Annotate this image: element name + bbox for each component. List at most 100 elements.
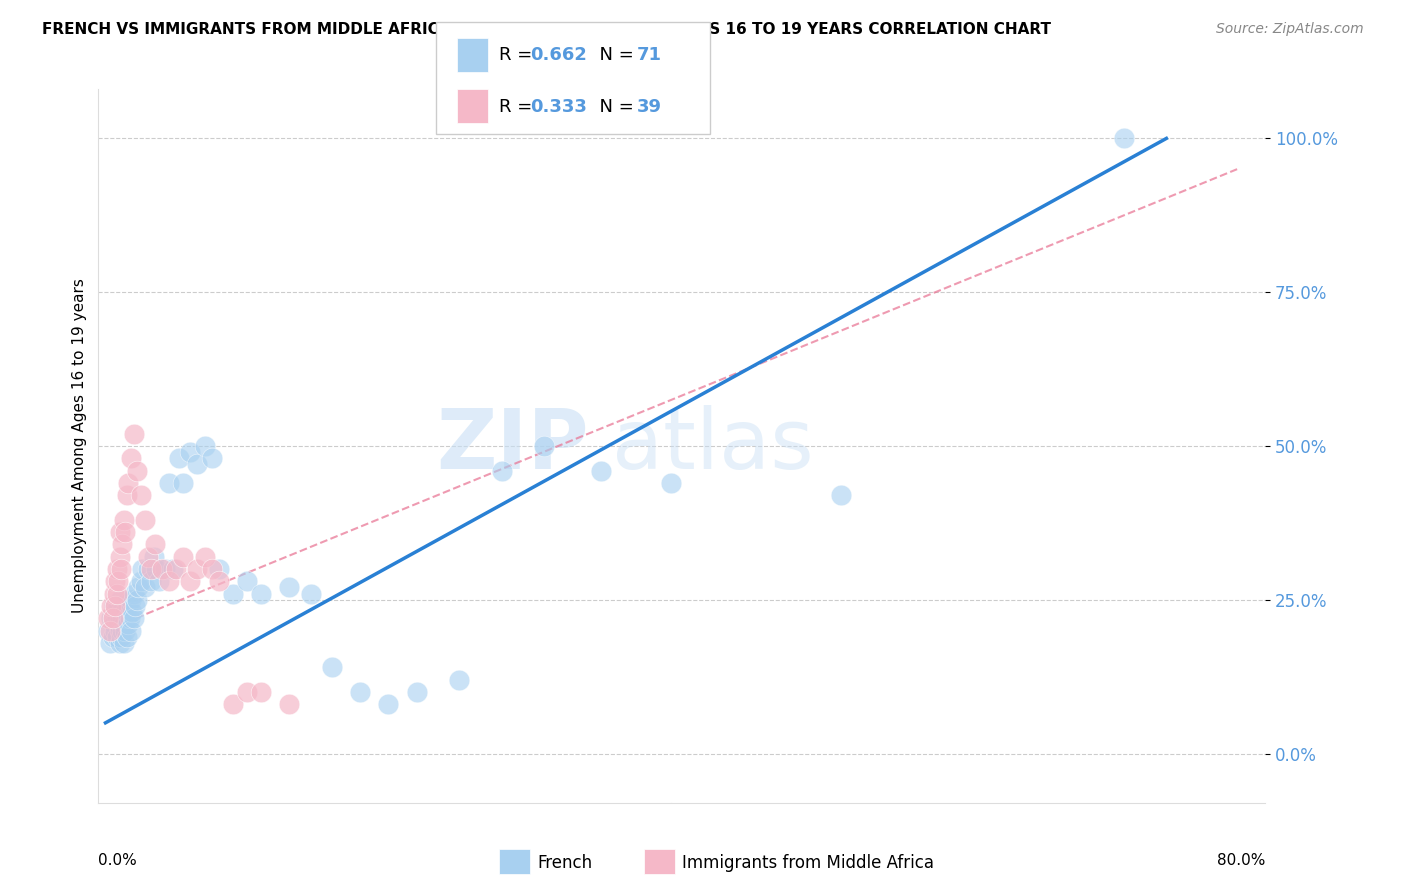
Point <box>250 685 273 699</box>
Point <box>105 611 128 625</box>
Point <box>250 587 273 601</box>
Point <box>117 475 139 490</box>
Point <box>101 611 124 625</box>
Point <box>157 475 180 490</box>
Point <box>110 562 132 576</box>
Point <box>105 630 128 644</box>
Point <box>129 574 152 589</box>
Point <box>179 574 201 589</box>
Text: R =: R = <box>499 46 538 64</box>
Point <box>108 592 131 607</box>
Y-axis label: Unemployment Among Ages 16 to 19 years: Unemployment Among Ages 16 to 19 years <box>72 278 87 614</box>
Point <box>157 574 180 589</box>
Point <box>172 475 194 490</box>
Point <box>103 587 125 601</box>
Point <box>830 488 852 502</box>
Point <box>115 611 138 625</box>
Point <box>114 624 136 638</box>
Point <box>134 513 156 527</box>
Point <box>299 587 322 601</box>
Point <box>103 617 125 632</box>
Point <box>377 698 399 712</box>
Text: atlas: atlas <box>612 406 814 486</box>
Point <box>208 562 231 576</box>
Point <box>110 630 132 644</box>
Point <box>162 562 184 576</box>
Point <box>108 636 131 650</box>
Point <box>117 599 139 613</box>
Point <box>98 624 121 638</box>
Point <box>104 624 127 638</box>
Point <box>125 592 148 607</box>
Point <box>145 562 167 576</box>
Point <box>208 574 231 589</box>
Point <box>103 599 125 613</box>
Point <box>120 624 142 638</box>
Point <box>321 660 343 674</box>
Text: 0.662: 0.662 <box>530 46 586 64</box>
Text: 39: 39 <box>637 98 662 116</box>
Point <box>120 451 142 466</box>
Point <box>104 574 127 589</box>
Point <box>236 685 259 699</box>
Point <box>104 605 127 619</box>
Point <box>131 562 153 576</box>
Point <box>143 537 166 551</box>
Point <box>100 611 122 625</box>
Point <box>449 673 471 687</box>
Point <box>589 464 612 478</box>
Point <box>121 605 143 619</box>
Point <box>111 537 134 551</box>
Point <box>172 549 194 564</box>
Point <box>278 581 301 595</box>
Point <box>148 574 170 589</box>
Point <box>112 617 135 632</box>
Point <box>129 488 152 502</box>
Point <box>120 592 142 607</box>
Point <box>117 617 139 632</box>
Point <box>165 562 187 576</box>
Point <box>122 426 145 441</box>
Point <box>222 587 245 601</box>
Point <box>349 685 371 699</box>
Point <box>153 562 176 576</box>
Point <box>491 464 513 478</box>
Point <box>108 525 131 540</box>
Text: Source: ZipAtlas.com: Source: ZipAtlas.com <box>1216 22 1364 37</box>
Point <box>659 475 682 490</box>
Point <box>179 445 201 459</box>
Point <box>278 698 301 712</box>
Point <box>134 581 156 595</box>
Point <box>186 458 208 472</box>
Text: 71: 71 <box>637 46 662 64</box>
Point <box>150 562 173 576</box>
Point <box>97 624 120 638</box>
Point <box>186 562 208 576</box>
Point <box>112 513 135 527</box>
Point <box>105 562 128 576</box>
Point <box>122 587 145 601</box>
Text: 0.0%: 0.0% <box>98 853 138 868</box>
Point <box>111 624 134 638</box>
Point <box>127 581 149 595</box>
Point <box>122 611 145 625</box>
Point <box>108 611 131 625</box>
Point <box>139 562 162 576</box>
Text: 80.0%: 80.0% <box>1218 853 1265 868</box>
Point <box>200 451 222 466</box>
Point <box>125 464 148 478</box>
Point <box>100 599 122 613</box>
Point <box>107 617 129 632</box>
Point <box>136 562 159 576</box>
Point <box>105 587 128 601</box>
Point <box>139 574 162 589</box>
Point <box>222 698 245 712</box>
Point <box>98 636 121 650</box>
Text: French: French <box>537 855 592 872</box>
Point <box>111 611 134 625</box>
Point <box>533 439 555 453</box>
Point <box>115 488 138 502</box>
Point <box>104 599 127 613</box>
Point <box>1112 131 1135 145</box>
Point <box>236 574 259 589</box>
